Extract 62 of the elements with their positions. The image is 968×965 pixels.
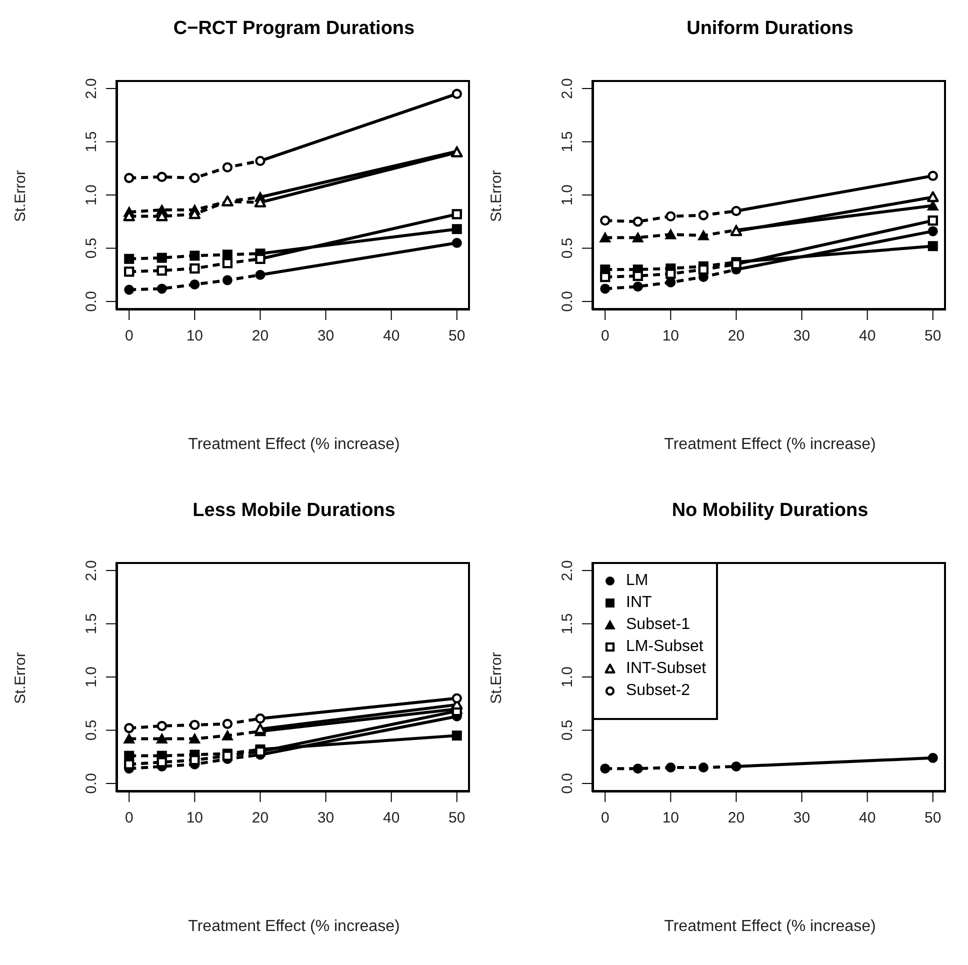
- y-axis-title: St.Error: [12, 651, 30, 706]
- y-tick-label: 1.0: [83, 184, 100, 206]
- y-tick-label: 0.5: [83, 720, 100, 741]
- y-axis-title: St.Error: [488, 651, 506, 706]
- x-tick-label: 30: [793, 810, 810, 827]
- x-tick-label: 10: [186, 810, 204, 827]
- chart-title: Uniform Durations: [686, 18, 854, 40]
- chart-title: Less Mobile Durations: [192, 500, 396, 522]
- y-tick-label: 0.5: [83, 238, 100, 259]
- chart-title: C−RCT Program Durations: [172, 18, 416, 40]
- legend-label: Subset-2: [626, 682, 690, 700]
- x-tick-label: 30: [793, 328, 810, 345]
- x-tick-label: 10: [186, 328, 204, 345]
- y-tick-label: 1.0: [83, 666, 100, 688]
- x-tick-label: 10: [662, 328, 680, 345]
- x-tick-label: 50: [924, 810, 942, 827]
- x-tick-label: 40: [858, 328, 876, 345]
- y-axis-title: St.Error: [488, 169, 506, 224]
- y-tick-label: 2.0: [83, 560, 100, 581]
- y-tick-label: 0.0: [559, 291, 576, 312]
- x-axis-title: Treatment Effect (% increase): [663, 436, 877, 454]
- y-tick-label: 0.5: [559, 720, 576, 741]
- legend-label: INT-Subset: [626, 660, 706, 678]
- x-axis-title: Treatment Effect (% increase): [187, 918, 401, 936]
- x-tick-label: 30: [317, 810, 334, 827]
- y-tick-label: 0.0: [83, 773, 100, 794]
- y-tick-label: 1.5: [83, 613, 100, 634]
- x-tick-label: 40: [858, 810, 876, 827]
- y-tick-label: 0.0: [559, 773, 576, 794]
- legend-label: LM-Subset: [626, 638, 704, 656]
- x-tick-label: 0: [124, 328, 134, 345]
- y-tick-label: 2.0: [559, 78, 576, 99]
- chart-title: No Mobility Durations: [670, 500, 870, 522]
- x-tick-label: 0: [124, 810, 134, 827]
- x-tick-label: 40: [382, 810, 400, 827]
- y-tick-label: 0.5: [559, 238, 576, 259]
- x-axis-title: Treatment Effect (% increase): [663, 918, 877, 936]
- x-tick-label: 10: [662, 810, 680, 827]
- y-tick-label: 1.5: [559, 613, 576, 634]
- x-tick-label: 20: [252, 810, 269, 827]
- y-tick-label: 2.0: [559, 560, 576, 581]
- x-tick-label: 50: [924, 328, 942, 345]
- x-tick-label: 20: [728, 810, 745, 827]
- y-tick-label: 2.0: [83, 78, 100, 99]
- x-tick-label: 50: [448, 328, 466, 345]
- x-tick-label: 20: [728, 328, 745, 345]
- x-tick-label: 30: [317, 328, 334, 345]
- y-tick-label: 1.5: [559, 131, 576, 152]
- x-tick-label: 0: [600, 810, 610, 827]
- legend-label: Subset-1: [626, 616, 690, 634]
- x-tick-label: 50: [448, 810, 466, 827]
- legend-label: INT: [626, 594, 652, 612]
- y-tick-label: 1.0: [559, 184, 576, 206]
- x-tick-label: 40: [382, 328, 400, 345]
- y-tick-label: 1.5: [83, 131, 100, 152]
- x-tick-label: 0: [600, 328, 610, 345]
- legend-label: LM: [626, 572, 648, 590]
- x-axis-title: Treatment Effect (% increase): [187, 436, 401, 454]
- y-tick-label: 0.0: [83, 291, 100, 312]
- y-axis-title: St.Error: [12, 169, 30, 224]
- y-tick-label: 1.0: [559, 666, 576, 688]
- x-tick-label: 20: [252, 328, 269, 345]
